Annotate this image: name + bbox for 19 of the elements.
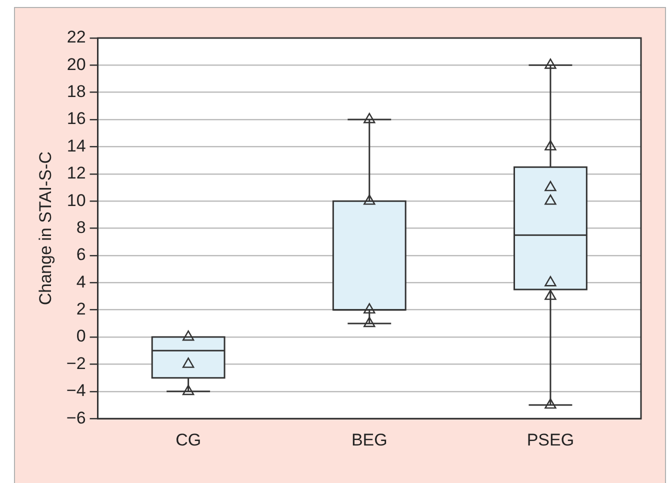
y-tick-label: −2 [66,354,86,373]
y-tick-label: 6 [76,245,86,264]
y-tick-label: 2 [76,300,86,319]
y-tick-label: 18 [66,82,86,102]
y-tick-label: 20 [66,54,86,74]
y-tick-label: −6 [66,408,86,428]
y-tick-label: −4 [66,381,86,400]
y-tick-label: 16 [66,109,86,128]
y-tick-label: 10 [66,190,86,210]
y-tick-label: 4 [76,272,86,292]
y-tick-label: 8 [76,218,86,237]
x-tick-label: BEG [351,430,388,450]
y-tick-label: 0 [76,326,86,346]
y-tick-label: 14 [66,136,86,156]
x-tick-label: PSEG [526,430,574,450]
y-axis-title: Change in STAI-S-C [36,151,55,306]
y-tick-label: 22 [66,28,86,47]
y-tick-label: 12 [66,164,86,183]
x-tick-label: CG [176,430,202,450]
